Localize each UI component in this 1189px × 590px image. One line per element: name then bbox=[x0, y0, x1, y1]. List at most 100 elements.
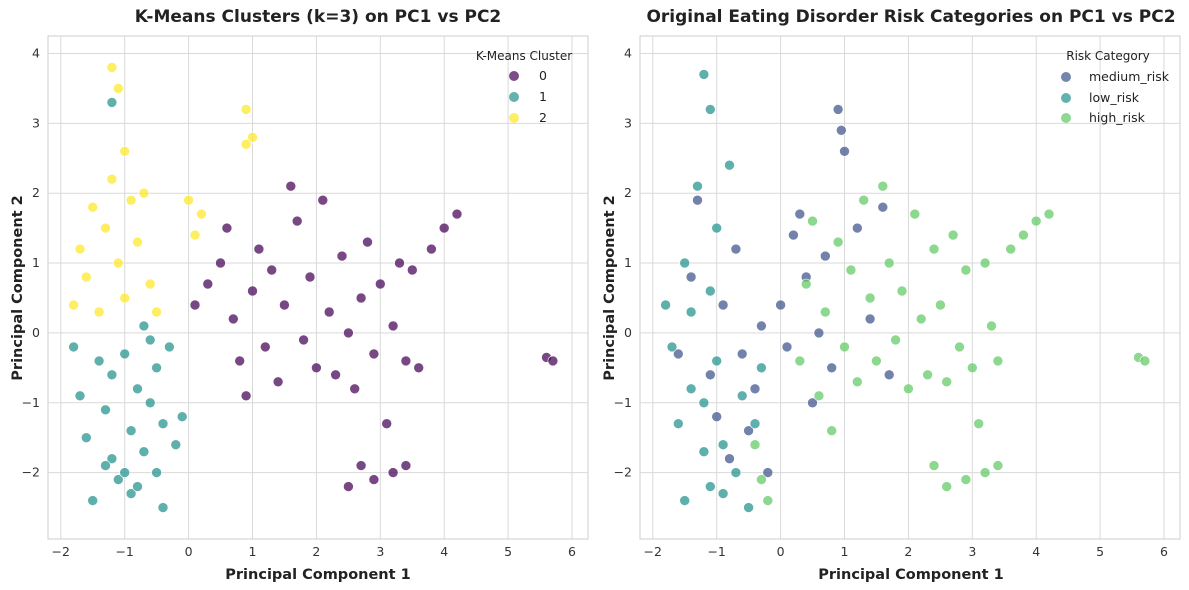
scatter-point-high-risk bbox=[928, 460, 940, 471]
scatter-point-0 bbox=[355, 292, 367, 304]
legend-label-cluster-1: 1 bbox=[539, 89, 547, 104]
scatter-point-1 bbox=[138, 446, 150, 458]
scatter-point-1 bbox=[176, 411, 188, 423]
scatter-point-1 bbox=[151, 362, 162, 374]
scatter-point-medium-risk bbox=[692, 194, 703, 206]
scatter-point-2 bbox=[119, 292, 130, 304]
x-tick-label: 0 bbox=[777, 544, 785, 559]
scatter-point-0 bbox=[189, 299, 201, 311]
scatter-point-medium-risk bbox=[788, 229, 799, 241]
y-tick-label: −2 bbox=[22, 465, 40, 480]
scatter-point-0 bbox=[438, 222, 450, 234]
scatter-point-0 bbox=[547, 355, 559, 367]
scatter-point-medium-risk bbox=[711, 411, 723, 423]
scatter-point-medium-risk bbox=[835, 125, 847, 136]
scatter-point-medium-risk bbox=[685, 271, 697, 283]
y-tick-label: 1 bbox=[32, 255, 40, 270]
scatter-point-0 bbox=[253, 243, 265, 255]
scatter-point-0 bbox=[374, 278, 386, 290]
scatter-point-low-risk bbox=[704, 285, 716, 297]
scatter-point-2 bbox=[106, 62, 118, 73]
scatter-point-high-risk bbox=[947, 229, 959, 241]
scatter-point-high-risk bbox=[819, 306, 831, 318]
scatter-point-low-risk bbox=[711, 222, 723, 234]
x-tick-label: 6 bbox=[568, 544, 576, 559]
scatter-point-0 bbox=[343, 481, 354, 492]
scatter-point-high-risk bbox=[883, 257, 895, 269]
scatter-point-0 bbox=[272, 376, 284, 388]
scatter-point-low-risk bbox=[717, 488, 729, 499]
x-tick-label: 1 bbox=[841, 544, 849, 559]
scatter-point-medium-risk bbox=[743, 425, 754, 437]
scatter-point-high-risk bbox=[992, 355, 1004, 367]
scatter-point-medium-risk bbox=[883, 369, 895, 381]
legend-marker-cluster-1 bbox=[509, 92, 519, 102]
scatter-point-high-risk bbox=[762, 495, 774, 506]
scatter-point-high-risk bbox=[960, 474, 972, 485]
scatter-point-1 bbox=[157, 502, 169, 513]
scatter-point-0 bbox=[330, 369, 341, 381]
left-tick-labels: −2 −1 0 1 2 3 4 5 6 −2 −1 0 1 2 3 4 bbox=[22, 45, 576, 559]
scatter-point-high-risk bbox=[903, 383, 914, 395]
x-tick-label: 3 bbox=[376, 544, 384, 559]
scatter-point-high-risk bbox=[960, 264, 972, 276]
scatter-point-low-risk bbox=[660, 299, 671, 311]
scatter-point-1 bbox=[144, 334, 156, 346]
left-x-axis-label: Principal Component 1 bbox=[225, 567, 410, 583]
scatter-point-0 bbox=[234, 355, 245, 367]
scatter-point-0 bbox=[400, 460, 412, 471]
scatter-point-2 bbox=[113, 83, 124, 94]
scatter-point-medium-risk bbox=[756, 320, 767, 332]
scatter-point-high-risk bbox=[800, 278, 812, 290]
scatter-point-0 bbox=[349, 383, 361, 395]
legend-label-cluster-2: 2 bbox=[539, 110, 547, 125]
scatter-point-0 bbox=[202, 278, 214, 290]
y-tick-label: 3 bbox=[32, 115, 40, 130]
legend-label-medium-risk: medium_risk bbox=[1089, 69, 1170, 84]
legend-label-cluster-0: 0 bbox=[539, 68, 547, 83]
x-tick-label: 2 bbox=[312, 544, 320, 559]
scatter-point-0 bbox=[311, 362, 322, 374]
scatter-point-1 bbox=[157, 418, 169, 430]
scatter-point-0 bbox=[279, 299, 290, 311]
scatter-point-1 bbox=[119, 467, 130, 478]
scatter-point-0 bbox=[240, 390, 252, 402]
scatter-point-medium-risk bbox=[832, 104, 844, 115]
scatter-point-high-risk bbox=[941, 481, 953, 492]
scatter-point-high-risk bbox=[890, 334, 901, 346]
scatter-point-medium-risk bbox=[819, 250, 831, 262]
scatter-point-0 bbox=[215, 257, 226, 269]
right-chart-panel: −2 −1 0 1 2 3 4 5 6 −2 −1 0 1 2 3 4 Original Eating Dis… bbox=[602, 7, 1181, 583]
x-tick-label: −1 bbox=[115, 544, 133, 559]
scatter-point-2 bbox=[93, 306, 105, 318]
scatter-point-0 bbox=[336, 250, 348, 262]
scatter-point-1 bbox=[74, 390, 86, 402]
scatter-point-1 bbox=[119, 348, 130, 360]
scatter-point-0 bbox=[221, 222, 233, 234]
scatter-point-medium-risk bbox=[672, 348, 684, 360]
scatter-point-high-risk bbox=[839, 341, 850, 353]
x-tick-label: 2 bbox=[904, 544, 912, 559]
left-scatter-points bbox=[68, 62, 559, 513]
scatter-point-2 bbox=[247, 132, 258, 143]
scatter-point-high-risk bbox=[979, 467, 991, 478]
scatter-point-high-risk bbox=[979, 257, 991, 269]
x-tick-label: 6 bbox=[1160, 544, 1168, 559]
scatter-point-medium-risk bbox=[730, 243, 742, 255]
scatter-point-0 bbox=[400, 355, 412, 367]
scatter-point-high-risk bbox=[864, 292, 876, 304]
scatter-point-2 bbox=[87, 201, 98, 213]
scatter-point-0 bbox=[228, 313, 239, 325]
scatter-point-0 bbox=[387, 320, 399, 332]
x-tick-label: 5 bbox=[1096, 544, 1104, 559]
scatter-point-1 bbox=[113, 474, 124, 485]
scatter-point-2 bbox=[138, 187, 150, 199]
scatter-point-0 bbox=[394, 257, 405, 269]
scatter-point-0 bbox=[406, 264, 418, 276]
y-tick-label: −1 bbox=[614, 395, 632, 410]
scatter-point-2 bbox=[151, 306, 162, 318]
scatter-point-1 bbox=[106, 369, 118, 381]
scatter-point-low-risk bbox=[679, 495, 691, 506]
scatter-point-medium-risk bbox=[851, 222, 863, 234]
